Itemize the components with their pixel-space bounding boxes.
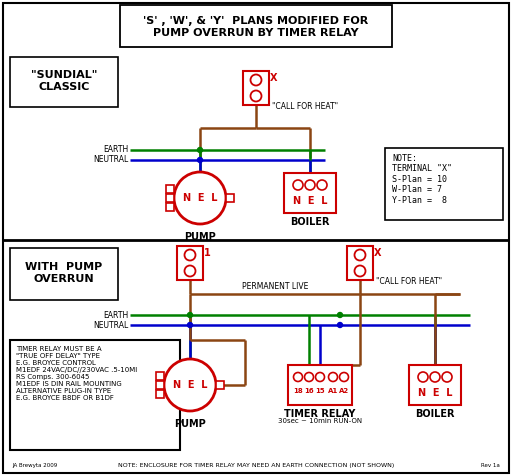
Text: 'S' , 'W', & 'Y'  PLANS MODIFIED FOR: 'S' , 'W', & 'Y' PLANS MODIFIED FOR — [143, 16, 369, 26]
Text: "SUNDIAL"
CLASSIC: "SUNDIAL" CLASSIC — [31, 70, 97, 91]
FancyBboxPatch shape — [243, 71, 269, 105]
Text: N  E  L: N E L — [293, 196, 327, 206]
Circle shape — [250, 75, 262, 86]
Circle shape — [418, 372, 428, 382]
FancyBboxPatch shape — [10, 57, 118, 107]
FancyBboxPatch shape — [347, 246, 373, 280]
Text: BOILER: BOILER — [415, 409, 455, 419]
Text: JA Brewyta 2009: JA Brewyta 2009 — [12, 463, 57, 468]
Circle shape — [174, 172, 226, 224]
Circle shape — [317, 180, 327, 190]
Circle shape — [293, 180, 303, 190]
Text: NEUTRAL: NEUTRAL — [93, 320, 128, 329]
Circle shape — [198, 148, 203, 152]
FancyBboxPatch shape — [10, 340, 180, 450]
Text: N  E  L: N E L — [183, 193, 217, 203]
Circle shape — [187, 313, 193, 317]
FancyBboxPatch shape — [284, 173, 336, 213]
Text: 30sec ~ 10min RUN-ON: 30sec ~ 10min RUN-ON — [278, 418, 362, 424]
FancyBboxPatch shape — [409, 365, 461, 405]
Text: N  E  L: N E L — [173, 380, 207, 390]
Text: TIMER RELAY: TIMER RELAY — [284, 409, 356, 419]
FancyBboxPatch shape — [156, 390, 164, 398]
Circle shape — [198, 158, 203, 162]
Circle shape — [293, 373, 303, 381]
Circle shape — [315, 373, 325, 381]
Text: PUMP: PUMP — [184, 232, 216, 242]
FancyBboxPatch shape — [3, 3, 509, 473]
Text: Rev 1a: Rev 1a — [481, 463, 500, 468]
Text: A1: A1 — [328, 388, 338, 394]
Text: PUMP OVERRUN BY TIMER RELAY: PUMP OVERRUN BY TIMER RELAY — [153, 28, 359, 38]
Circle shape — [354, 266, 366, 277]
Text: NEUTRAL: NEUTRAL — [93, 156, 128, 165]
FancyBboxPatch shape — [288, 365, 352, 405]
Text: 16: 16 — [304, 388, 314, 394]
Text: A2: A2 — [339, 388, 349, 394]
Circle shape — [187, 323, 193, 327]
FancyBboxPatch shape — [177, 246, 203, 280]
Circle shape — [305, 180, 315, 190]
Text: TIMER RELAY MUST BE A
"TRUE OFF DELAY" TYPE
E.G. BROYCE CONTROL
M1EDF 24VAC/DC//: TIMER RELAY MUST BE A "TRUE OFF DELAY" T… — [16, 346, 137, 401]
Text: NOTE:
TERMINAL "X"
S-Plan = 10
W-Plan = 7
Y-Plan =  8: NOTE: TERMINAL "X" S-Plan = 10 W-Plan = … — [392, 154, 452, 205]
FancyBboxPatch shape — [385, 148, 503, 220]
Circle shape — [337, 323, 343, 327]
Circle shape — [442, 372, 452, 382]
Circle shape — [305, 373, 313, 381]
Text: "CALL FOR HEAT": "CALL FOR HEAT" — [272, 102, 338, 111]
Circle shape — [354, 249, 366, 260]
FancyBboxPatch shape — [120, 5, 392, 47]
Text: EARTH: EARTH — [103, 146, 128, 155]
FancyBboxPatch shape — [166, 185, 174, 193]
Circle shape — [329, 373, 337, 381]
Text: X: X — [374, 248, 381, 258]
FancyBboxPatch shape — [166, 194, 174, 202]
Circle shape — [184, 249, 196, 260]
Text: X: X — [270, 73, 278, 83]
Text: N  E  L: N E L — [418, 388, 452, 398]
Circle shape — [250, 90, 262, 101]
FancyBboxPatch shape — [156, 381, 164, 389]
Circle shape — [339, 373, 349, 381]
FancyBboxPatch shape — [216, 381, 224, 389]
Circle shape — [430, 372, 440, 382]
Text: "CALL FOR HEAT": "CALL FOR HEAT" — [376, 277, 442, 286]
Text: PERMANENT LIVE: PERMANENT LIVE — [242, 282, 308, 291]
Circle shape — [337, 313, 343, 317]
Circle shape — [184, 266, 196, 277]
FancyBboxPatch shape — [166, 203, 174, 211]
Text: 18: 18 — [293, 388, 303, 394]
Text: NOTE: ENCLOSURE FOR TIMER RELAY MAY NEED AN EARTH CONNECTION (NOT SHOWN): NOTE: ENCLOSURE FOR TIMER RELAY MAY NEED… — [118, 463, 394, 468]
Text: EARTH: EARTH — [103, 310, 128, 319]
FancyBboxPatch shape — [10, 248, 118, 300]
Text: 1: 1 — [204, 248, 211, 258]
Text: PUMP: PUMP — [174, 419, 206, 429]
Text: WITH  PUMP
OVERRUN: WITH PUMP OVERRUN — [26, 262, 102, 284]
FancyBboxPatch shape — [226, 194, 234, 202]
FancyBboxPatch shape — [156, 372, 164, 380]
Circle shape — [164, 359, 216, 411]
Text: 15: 15 — [315, 388, 325, 394]
Text: BOILER: BOILER — [290, 217, 330, 227]
